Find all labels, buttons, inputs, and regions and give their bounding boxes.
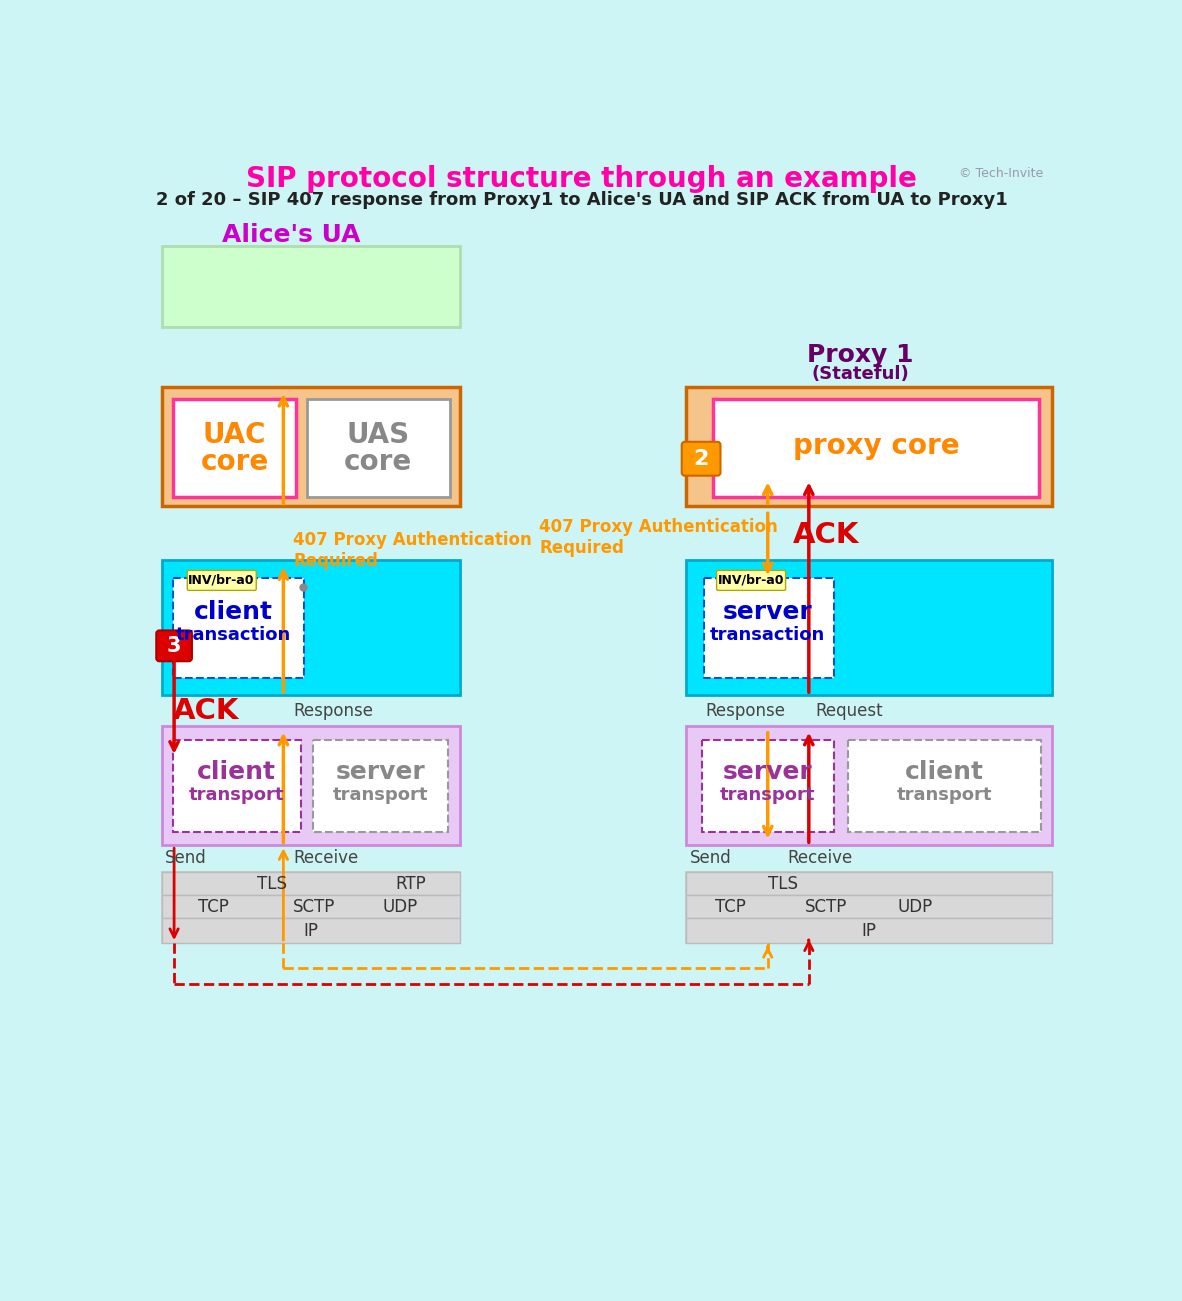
Bar: [313, 740, 448, 833]
Text: IP: IP: [862, 921, 877, 939]
Text: UDP: UDP: [382, 898, 417, 916]
Bar: [162, 726, 460, 846]
Text: client: client: [197, 760, 277, 785]
Bar: [306, 398, 450, 497]
Text: 2: 2: [694, 449, 709, 468]
Text: INV/br-a0: INV/br-a0: [717, 574, 784, 587]
Text: core: core: [344, 448, 413, 476]
Text: SCTP: SCTP: [293, 898, 336, 916]
Bar: [687, 872, 1052, 943]
Text: transport: transport: [720, 786, 816, 804]
Text: client: client: [905, 760, 983, 785]
Text: client: client: [194, 600, 273, 624]
Bar: [687, 895, 1052, 919]
Text: UDP: UDP: [897, 898, 933, 916]
Text: Response: Response: [706, 701, 786, 719]
Text: Receive: Receive: [293, 850, 358, 868]
Text: (Stateful): (Stateful): [812, 366, 910, 382]
Bar: [174, 740, 301, 833]
Bar: [687, 919, 1052, 943]
Bar: [687, 726, 1052, 846]
Text: Send: Send: [690, 850, 732, 868]
Bar: [162, 895, 460, 919]
Text: transaction: transaction: [710, 626, 825, 644]
Text: transport: transport: [332, 786, 428, 804]
Bar: [162, 246, 460, 327]
Text: INV/br-a0: INV/br-a0: [188, 574, 254, 587]
Text: © Tech-Invite: © Tech-Invite: [959, 167, 1043, 180]
Text: proxy core: proxy core: [793, 432, 960, 461]
Text: 407 Proxy Authentication
Required: 407 Proxy Authentication Required: [539, 518, 778, 557]
Text: TLS: TLS: [768, 874, 798, 892]
Text: ACK: ACK: [174, 696, 240, 725]
Text: 3: 3: [167, 636, 181, 656]
Bar: [687, 872, 1052, 895]
Text: IP: IP: [303, 921, 318, 939]
FancyBboxPatch shape: [187, 570, 256, 591]
Text: 407 Proxy Authentication
Required: 407 Proxy Authentication Required: [293, 531, 532, 570]
Text: server: server: [336, 760, 426, 785]
Text: core: core: [201, 448, 268, 476]
Bar: [687, 388, 1052, 506]
Bar: [702, 740, 833, 833]
Bar: [847, 740, 1041, 833]
Text: server: server: [723, 600, 812, 624]
Text: UAS: UAS: [346, 420, 409, 449]
Bar: [162, 388, 460, 506]
Text: Alice's UA: Alice's UA: [222, 224, 361, 247]
Text: SCTP: SCTP: [805, 898, 847, 916]
Bar: [687, 561, 1052, 695]
Bar: [162, 872, 460, 943]
FancyBboxPatch shape: [716, 570, 786, 591]
Text: TCP: TCP: [199, 898, 229, 916]
Text: UAC: UAC: [203, 420, 266, 449]
Bar: [704, 578, 834, 678]
Text: TCP: TCP: [715, 898, 746, 916]
Bar: [162, 872, 460, 895]
Text: ACK: ACK: [793, 520, 859, 549]
Bar: [162, 919, 460, 943]
Text: SIP protocol structure through an example: SIP protocol structure through an exampl…: [246, 165, 917, 194]
Text: Response: Response: [293, 701, 374, 719]
Text: TLS: TLS: [256, 874, 287, 892]
Bar: [174, 578, 304, 678]
Bar: [174, 398, 296, 497]
Text: transaction: transaction: [175, 626, 291, 644]
Text: Receive: Receive: [787, 850, 852, 868]
Text: RTP: RTP: [396, 874, 427, 892]
FancyBboxPatch shape: [682, 442, 721, 476]
Text: transport: transport: [189, 786, 285, 804]
FancyBboxPatch shape: [156, 631, 191, 661]
Text: 2 of 20 – SIP 407 response from Proxy1 to Alice's UA and SIP ACK from UA to Prox: 2 of 20 – SIP 407 response from Proxy1 t…: [156, 191, 1007, 209]
Text: server: server: [723, 760, 812, 785]
Text: Request: Request: [816, 701, 883, 719]
Text: Proxy 1: Proxy 1: [807, 342, 914, 367]
Bar: [714, 398, 1039, 497]
Text: transport: transport: [897, 786, 992, 804]
Text: Send: Send: [164, 850, 207, 868]
Bar: [162, 561, 460, 695]
